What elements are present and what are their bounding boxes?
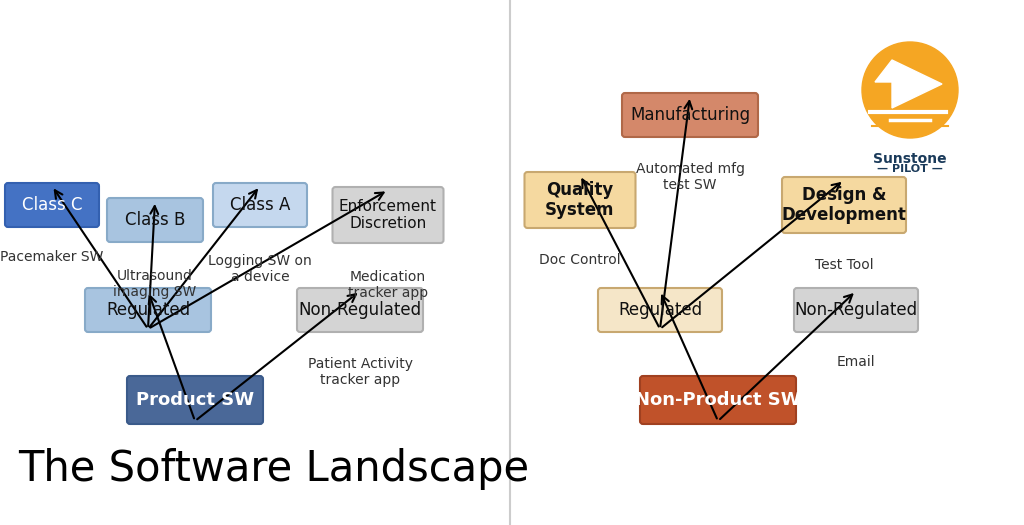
FancyBboxPatch shape <box>5 183 99 227</box>
Text: Logging SW on
a device: Logging SW on a device <box>208 254 312 284</box>
Circle shape <box>862 42 958 138</box>
Text: Quality
System: Quality System <box>545 181 614 219</box>
FancyBboxPatch shape <box>782 177 906 233</box>
FancyBboxPatch shape <box>794 288 918 332</box>
Text: Class A: Class A <box>229 196 290 214</box>
Text: Product SW: Product SW <box>136 391 254 409</box>
Text: Non-Regulated: Non-Regulated <box>298 301 422 319</box>
Text: Medication
tracker app: Medication tracker app <box>348 270 428 300</box>
Polygon shape <box>874 60 892 82</box>
FancyBboxPatch shape <box>127 376 263 424</box>
Text: Doc Control: Doc Control <box>540 253 621 267</box>
Text: Email: Email <box>837 355 876 369</box>
Text: Manufacturing: Manufacturing <box>630 106 750 124</box>
Text: Class C: Class C <box>22 196 82 214</box>
Text: Test Tool: Test Tool <box>815 258 873 272</box>
Polygon shape <box>892 60 942 108</box>
FancyBboxPatch shape <box>598 288 722 332</box>
Text: Class B: Class B <box>125 211 185 229</box>
Text: — PILOT —: — PILOT — <box>878 164 943 174</box>
Text: Non-Regulated: Non-Regulated <box>795 301 918 319</box>
Text: Ultrasound
imaging SW: Ultrasound imaging SW <box>114 269 197 299</box>
FancyBboxPatch shape <box>640 376 796 424</box>
Text: Non-Product SW: Non-Product SW <box>635 391 801 409</box>
FancyBboxPatch shape <box>524 172 636 228</box>
Text: Design &
Development: Design & Development <box>781 186 906 224</box>
Text: Enforcement
Discretion: Enforcement Discretion <box>339 199 437 231</box>
Text: Sunstone: Sunstone <box>873 152 947 166</box>
FancyBboxPatch shape <box>333 187 443 243</box>
FancyBboxPatch shape <box>106 198 203 242</box>
Text: Automated mfg
test SW: Automated mfg test SW <box>636 162 744 192</box>
FancyBboxPatch shape <box>85 288 211 332</box>
Text: Patient Activity
tracker app: Patient Activity tracker app <box>307 357 413 387</box>
FancyBboxPatch shape <box>297 288 423 332</box>
Text: The Software Landscape: The Software Landscape <box>18 448 529 490</box>
FancyBboxPatch shape <box>622 93 758 137</box>
Text: Regulated: Regulated <box>617 301 702 319</box>
FancyBboxPatch shape <box>213 183 307 227</box>
Text: Pacemaker SW: Pacemaker SW <box>0 250 103 264</box>
Text: Regulated: Regulated <box>105 301 190 319</box>
